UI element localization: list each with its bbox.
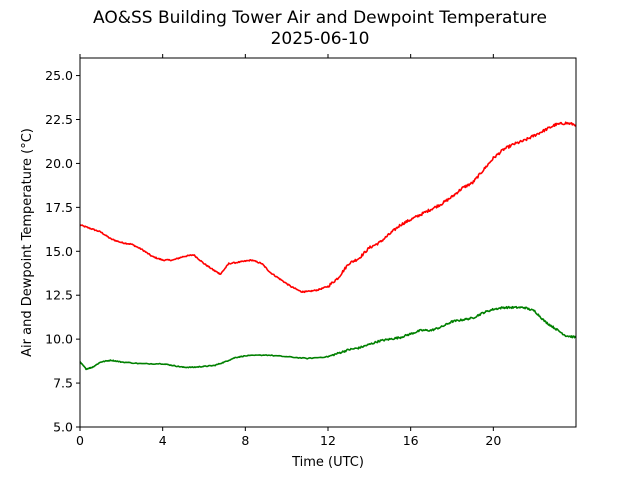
x-tick-label: 16 <box>403 433 419 448</box>
series-layer <box>79 121 577 371</box>
series-line-1 <box>79 121 577 294</box>
x-tick-label: 20 <box>485 433 501 448</box>
x-tick-label: 8 <box>241 433 249 448</box>
chart-subtitle: 2025-06-10 <box>270 29 370 49</box>
y-tick-label: 17.5 <box>45 200 73 215</box>
y-axis: 5.0 7.5 10.0 12.5 15.0 17.5 20.0 22.5 25.0 <box>45 68 80 435</box>
x-tick-label: 4 <box>159 433 167 448</box>
y-tick-label: 22.5 <box>45 112 73 127</box>
x-axis: 0 4 8 12 16 20 <box>76 54 501 448</box>
y-tick-label: 12.5 <box>45 288 73 303</box>
x-tick-label: 12 <box>320 433 336 448</box>
y-tick-label: 20.0 <box>45 156 73 171</box>
chart-title: AO&SS Building Tower Air and Dewpoint Te… <box>92 8 547 28</box>
y-axis-label: Air and Dewpoint Temperature (°C) <box>20 128 35 357</box>
y-tick-label: 15.0 <box>45 244 73 259</box>
x-tick-label: 0 <box>76 433 84 448</box>
x-axis-label: Time (UTC) <box>291 455 364 470</box>
series-line-2 <box>79 305 577 371</box>
y-tick-label: 5.0 <box>53 420 73 435</box>
y-tick-label: 10.0 <box>45 332 73 347</box>
y-tick-label: 25.0 <box>45 68 73 83</box>
plot-frame <box>79 57 577 428</box>
y-tick-label: 7.5 <box>53 376 73 391</box>
